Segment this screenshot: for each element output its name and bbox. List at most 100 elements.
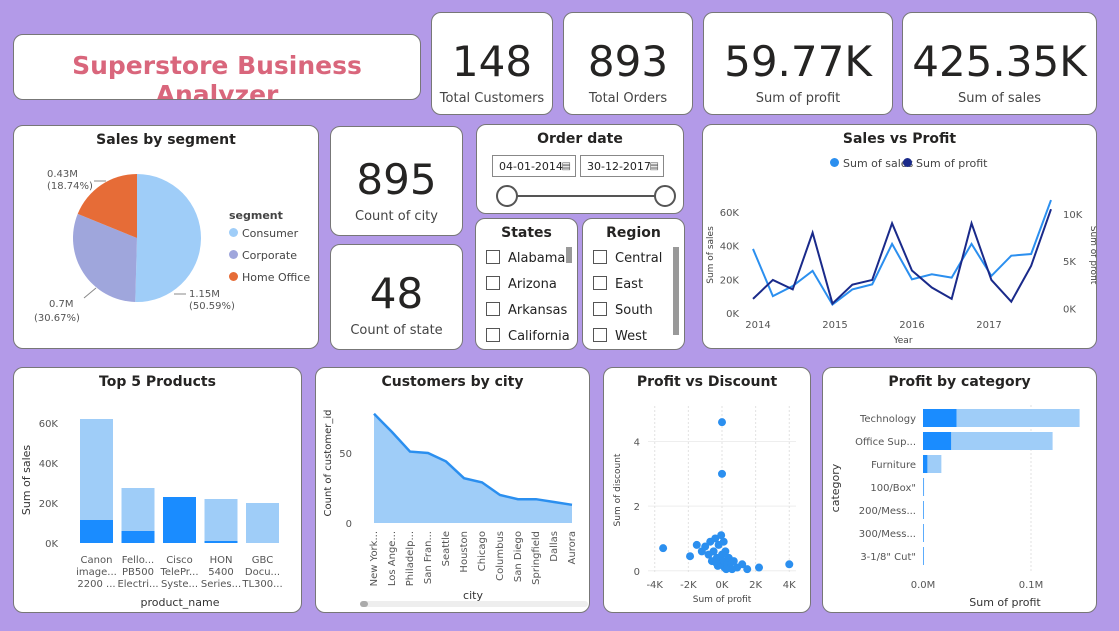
slider-end-handle[interactable] [654,185,676,207]
scatter-point[interactable] [712,558,721,567]
checkbox-icon[interactable] [593,302,607,316]
sales-by-segment-card[interactable]: Sales by segment 0.43M (18.74%) 1.15M (5… [13,125,319,349]
checkbox-icon[interactable] [486,302,500,316]
x-axis-label: city [463,589,483,602]
sales-vs-profit-card[interactable]: Sales vs Profit Sum of sales Sum of prof… [702,124,1097,349]
scatter-point[interactable] [717,531,726,540]
bar-highlight[interactable] [923,432,952,450]
bar-highlight[interactable] [923,478,924,496]
slice-label-consumer: 1.15M [189,289,220,300]
legend-item-corporate[interactable]: Corporate [229,249,297,262]
top-5-products-card[interactable]: Top 5 Products 0K 20K 40K 60K Canon image... 2… [13,367,302,613]
bar-highlight[interactable] [121,531,155,543]
series-line-sum-of-sales[interactable] [752,199,1052,307]
bar-highlight[interactable] [923,501,924,519]
bar-total[interactable] [204,499,238,543]
bar-total[interactable] [923,455,942,473]
scatter-point[interactable] [728,565,737,574]
legend-item-home-office[interactable]: Home Office [229,271,310,284]
states-slicer[interactable]: States Alabama Arizona Arkansas Californ… [475,218,578,350]
region-option-south[interactable]: South [593,302,653,318]
region-option-west[interactable]: West [593,328,647,344]
scatter-point[interactable] [659,544,668,553]
state-option-arizona[interactable]: Arizona [486,276,557,292]
scatter-point[interactable] [722,565,731,574]
y-tick-label: 40K [39,459,59,470]
area-line[interactable] [373,412,573,507]
line-chart: 0K 20K 40K 60K 0K 5K 10K 2014 2015 2016 2017 Year Su… [706,199,1096,346]
scatter-point[interactable] [701,542,710,551]
region-option-east[interactable]: East [593,276,643,292]
kpi-sum-profit[interactable]: 59.77K Sum of profit [703,12,893,115]
horizontal-scrollbar[interactable] [360,601,588,607]
kpi-sum-sales[interactable]: 425.35K Sum of sales [902,12,1097,115]
x-tick-label: 0.0M [911,580,936,591]
scatter-point[interactable] [718,469,726,478]
order-date-slicer[interactable]: Order date 04-01-2014 ▤ 30-12-2017 ▤ [476,124,684,214]
kpi-total-customers[interactable]: 148 Total Customers [431,12,553,115]
bar-total[interactable] [923,409,1080,427]
pie-chart: 0.43M (18.74%) 1.15M (50.59%) 0.7M (30.6… [34,169,235,324]
legend-item-consumer[interactable]: Consumer [229,227,298,240]
kpi-total-orders[interactable]: 893 Total Orders [563,12,693,115]
region-option-central[interactable]: Central [593,250,662,266]
bar-highlight[interactable] [923,547,924,565]
kpi-count-city[interactable]: 895 Count of city [330,126,463,236]
bar-highlight[interactable] [923,455,928,473]
scatter-point[interactable] [709,547,718,556]
calendar-icon[interactable]: ▤ [649,161,659,172]
start-date-input[interactable]: 04-01-2014 ▤ [492,155,576,177]
checkbox-icon[interactable] [593,250,607,264]
legend-item-sales[interactable]: Sum of sales [830,157,913,170]
pie-slice-consumer[interactable] [135,174,202,302]
scatter-point[interactable] [755,563,763,572]
scatter-point[interactable] [692,540,701,549]
x-axis-label: Year [892,336,912,346]
scatter-point[interactable] [718,418,726,427]
slider-start-handle[interactable] [496,185,518,207]
pie-slice-home-office[interactable] [77,174,137,238]
x-tick-label: 0K [716,580,729,591]
bar-total[interactable] [923,478,925,496]
profit-vs-discount-card[interactable]: Profit vs Discount 0 2 4 -4K -2K 0K 2K 4K Sum of… [603,367,811,613]
scrollbar-thumb[interactable] [360,601,368,607]
state-option-alabama[interactable]: Alabama [486,250,565,266]
bar-highlight[interactable] [204,541,238,543]
scatter-point[interactable] [743,565,752,574]
scatter-point[interactable] [785,560,794,569]
scatter-point[interactable] [738,560,747,569]
region-slicer[interactable]: Region Central East South West [582,218,685,350]
profit-by-category-card[interactable]: Profit by category Technology Office Sup.… [822,367,1097,613]
scatter-point[interactable] [721,547,730,556]
scrollbar[interactable] [566,247,572,263]
bar-highlight[interactable] [923,409,957,427]
bar-highlight[interactable] [80,520,113,543]
x-tick-label: Los Ange... [387,531,398,586]
start-date-value: 04-01-2014 [499,160,563,173]
scatter-point[interactable] [686,552,695,561]
bar-highlight[interactable] [163,497,196,543]
scatter-point[interactable] [729,557,738,566]
checkbox-icon[interactable] [593,276,607,290]
series-line-sum-of-profit[interactable] [752,208,1052,306]
checkbox-icon[interactable] [486,328,500,342]
bar-total[interactable] [246,503,279,543]
customers-by-city-card[interactable]: Customers by city 0 50 New York... Los Ange… [315,367,590,613]
x-tick-label: San Diego [513,531,524,582]
checkbox-icon[interactable] [486,250,500,264]
kpi-count-state[interactable]: 48 Count of state [330,244,463,350]
state-option-california[interactable]: California [486,328,570,344]
scrollbar[interactable] [673,247,679,335]
scatter-point[interactable] [719,537,728,546]
checkbox-icon[interactable] [593,328,607,342]
y-tick-label: 0 [346,519,352,530]
legend-item-profit[interactable]: Sum of profit [903,157,988,170]
calendar-icon[interactable]: ▤ [561,161,571,172]
scatter-point[interactable] [711,534,720,543]
bar-total[interactable] [923,432,1053,450]
state-option-arkansas[interactable]: Arkansas [486,302,567,318]
bar-highlight[interactable] [923,524,924,542]
pie-slice-corporate[interactable] [73,213,137,302]
end-date-input[interactable]: 30-12-2017 ▤ [580,155,664,177]
checkbox-icon[interactable] [486,276,500,290]
